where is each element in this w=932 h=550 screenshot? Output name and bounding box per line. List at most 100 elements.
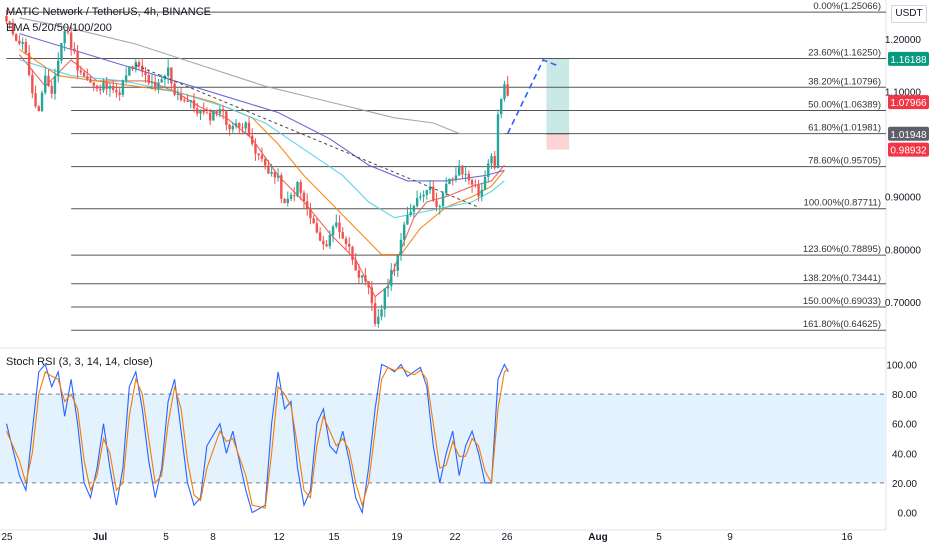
fib-level-label: 100.00%(0.87711) xyxy=(804,198,881,209)
candle-body xyxy=(141,65,144,72)
candle-body xyxy=(150,81,154,84)
candle-body xyxy=(448,178,451,185)
candle-body xyxy=(192,100,196,109)
candle-body xyxy=(354,260,357,271)
candle-body xyxy=(234,123,238,127)
candle-body xyxy=(131,66,134,70)
candle-body xyxy=(173,83,176,95)
candle-body xyxy=(500,99,503,115)
candle-body xyxy=(493,156,496,169)
candle-body xyxy=(50,85,53,94)
fib-level-label: 150.00%(0.69033) xyxy=(803,296,881,307)
candle-body xyxy=(95,85,99,89)
candle-body xyxy=(105,82,108,89)
candle-body xyxy=(37,106,41,112)
time-axis-tick: 25 xyxy=(1,532,13,543)
candle-body xyxy=(24,41,28,53)
candle-body xyxy=(331,226,335,236)
candle-body xyxy=(225,111,228,125)
fib-level-label: 38.20%(1.10796) xyxy=(808,76,881,87)
candle-body xyxy=(73,48,76,52)
stoch-rsi-legend[interactable]: Stoch RSI (3, 3, 14, 14, close) xyxy=(6,356,153,368)
candle-body xyxy=(370,287,374,304)
candle-body xyxy=(57,60,60,77)
candle-body xyxy=(390,269,393,286)
candle-body xyxy=(202,110,205,113)
candle-body xyxy=(487,163,490,178)
price-tag-label: 0.98932 xyxy=(890,146,927,157)
time-axis-tick: 19 xyxy=(391,532,403,543)
candle-body xyxy=(506,84,509,96)
candle-body xyxy=(157,82,160,89)
rsi-axis-tick: 20.00 xyxy=(892,479,917,490)
candle-body xyxy=(31,75,34,94)
candle-body xyxy=(419,196,422,198)
candle-body xyxy=(5,16,8,22)
candle-body xyxy=(305,201,309,209)
fib-level-label: 138.20%(0.73441) xyxy=(803,273,881,284)
candle-body xyxy=(111,85,115,90)
time-axis-tick: Jul xyxy=(93,532,108,543)
candle-body xyxy=(276,175,280,178)
candle-body xyxy=(380,309,383,317)
candle-body xyxy=(108,85,112,89)
candle-body xyxy=(344,238,348,244)
candle-body xyxy=(76,51,79,71)
candle-body xyxy=(166,67,170,76)
stop-zone xyxy=(546,133,570,150)
candle-body xyxy=(21,41,24,44)
time-axis-tick: 15 xyxy=(328,532,340,543)
time-axis-tick: 9 xyxy=(727,532,733,543)
candle-body xyxy=(393,269,396,271)
candle-body xyxy=(189,100,192,102)
forecast-path xyxy=(506,58,557,134)
candle-body xyxy=(263,159,267,166)
price-tag xyxy=(888,51,929,66)
candle-body xyxy=(457,165,461,176)
candle-body xyxy=(228,124,231,130)
price-tag xyxy=(888,95,929,110)
price-axis-tick: 0.90000 xyxy=(885,193,922,204)
candle-body xyxy=(14,34,18,41)
candle-body xyxy=(312,218,315,224)
candle-body xyxy=(438,206,441,208)
candle-body xyxy=(293,195,296,197)
price-tag-label: 1.01948 xyxy=(890,130,927,141)
candle-body xyxy=(92,82,95,86)
time-axis-tick: 12 xyxy=(273,532,285,543)
candle-body xyxy=(179,94,183,100)
time-axis-tick: 8 xyxy=(210,532,216,543)
ema-legend[interactable]: EMA 5/20/50/100/200 xyxy=(6,22,112,34)
candle-body xyxy=(496,114,500,169)
candle-body xyxy=(296,182,299,197)
stoch-rsi-k-line xyxy=(5,363,509,515)
candle-body xyxy=(128,66,131,76)
candle-body xyxy=(176,94,180,96)
candle-body xyxy=(341,232,344,239)
currency-button[interactable]: USDT xyxy=(891,5,927,23)
candle-body xyxy=(238,123,241,128)
candle-body xyxy=(18,40,21,44)
candle-body xyxy=(118,92,121,95)
candle-body xyxy=(257,153,260,156)
candle-body xyxy=(477,184,480,197)
candle-body xyxy=(137,62,141,66)
candle-body xyxy=(335,222,338,227)
candle-body xyxy=(99,88,102,91)
candle-body xyxy=(280,175,283,199)
candle-body xyxy=(402,224,406,240)
ema5-line xyxy=(18,54,505,298)
candle-body xyxy=(144,71,147,75)
candle-body xyxy=(483,177,487,190)
candle-body xyxy=(490,156,493,164)
candle-body xyxy=(11,22,15,35)
ema200-line xyxy=(19,17,505,135)
price-axis-tick: 1.10000 xyxy=(885,87,922,98)
fib-level-label: 61.80%(1.01981) xyxy=(808,123,881,134)
price-tag-label: 1.16188 xyxy=(890,55,927,66)
candle-body xyxy=(503,84,506,100)
candle-body xyxy=(428,186,432,191)
candle-body xyxy=(154,81,157,89)
rsi-axis-tick: 100.00 xyxy=(886,360,917,371)
